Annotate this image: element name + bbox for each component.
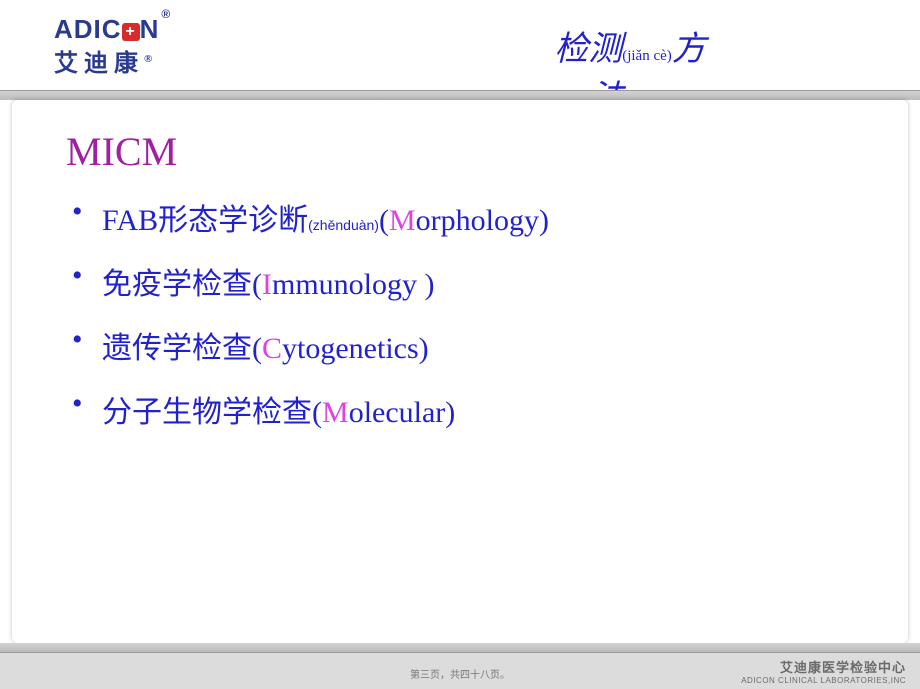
- registered-mark: ®: [161, 7, 171, 21]
- logo-latin-pre: ADIC: [54, 14, 122, 44]
- slide-body: MICM FAB形态学诊断(zhěnduàn)(Morphology) 免疫学检…: [12, 100, 908, 643]
- list-item: 分子生物学检查(Molecular): [66, 387, 868, 431]
- divider-top: [0, 90, 920, 100]
- title-pinyin: (jiǎn cè): [622, 48, 672, 64]
- list-item: 免疫学检查(Immunology ): [66, 259, 868, 303]
- accent-letter: C: [262, 332, 282, 365]
- accent-letter: M: [322, 396, 349, 429]
- logo-cn: 艾迪康®: [54, 43, 169, 78]
- title-part2: 方: [672, 31, 706, 68]
- bullet-list: FAB形态学诊断(zhěnduàn)(Morphology) 免疫学检查(Imm…: [66, 195, 868, 431]
- accent-letter: M: [389, 204, 416, 237]
- list-item: FAB形态学诊断(zhěnduàn)(Morphology): [66, 195, 868, 239]
- heading: MICM: [66, 128, 868, 175]
- logo-latin-post: N: [140, 14, 160, 44]
- footer-en: ADICON CLINICAL LABORATORIES,INC: [741, 676, 906, 685]
- footer-cn: 艾迪康医学检验中心: [741, 657, 906, 676]
- logo-latin: ADIC+N®: [54, 14, 169, 45]
- slide-title: 检测(jiǎn cè)方: [500, 28, 760, 72]
- plus-icon: +: [122, 23, 140, 41]
- divider-bottom: [0, 643, 920, 653]
- accent-letter: I: [262, 268, 272, 301]
- list-item: 遗传学检查(Cytogenetics): [66, 323, 868, 367]
- header: ADIC+N® 艾迪康® 检测(jiǎn cè)方 法: [0, 0, 920, 92]
- footer-branding: 艾迪康医学检验中心 ADICON CLINICAL LABORATORIES,I…: [741, 657, 906, 685]
- logo: ADIC+N® 艾迪康®: [54, 14, 169, 78]
- title-part1: 检测: [554, 31, 622, 68]
- page-number: 第三页，共四十八页。: [410, 666, 510, 681]
- registered-mark-cn: ®: [144, 53, 152, 65]
